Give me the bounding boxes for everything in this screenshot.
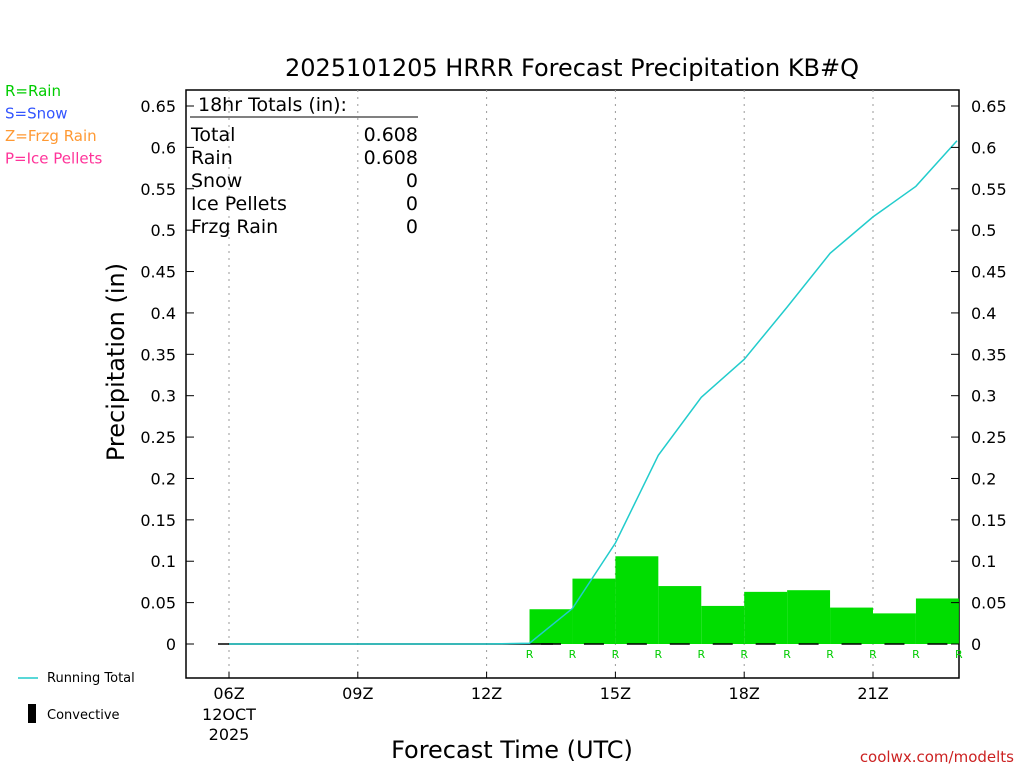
site-credit: coolwx.com/modelts [860, 748, 1014, 766]
ptype-label: R [783, 648, 791, 661]
y-tick-label: 0.55 [140, 180, 176, 199]
y-tick-label: 0.5 [151, 221, 176, 240]
grid-lines [228, 90, 874, 678]
convective-legend-label: Convective [47, 708, 120, 723]
ptype-label: R [912, 648, 920, 661]
hourly-bars [529, 556, 959, 644]
y-tick-label: 0.5 [971, 221, 996, 240]
ptype-legend-item: P=Ice Pellets [5, 150, 102, 168]
y-tick-label: 0.05 [140, 594, 176, 613]
y-tick-label: 0.45 [140, 263, 176, 282]
y-tick-label: 0.45 [971, 263, 1007, 282]
ptype-legend: R=Rain S=Snow Z=Frzg Rain P=Ice Pellets [5, 82, 102, 168]
totals-box: 18hr Totals (in): Total 0.608 Rain 0.608 Sno… [190, 94, 418, 238]
totals-row-label: Ice Pellets [191, 193, 287, 215]
totals-row-label: Total [190, 124, 235, 146]
y-tick-label: 0.05 [971, 594, 1007, 613]
y-tick-label: 0.15 [971, 511, 1007, 530]
precip-bar [744, 591, 788, 644]
x-tick-label: 15Z [600, 684, 631, 703]
ptype-label: R [826, 648, 834, 661]
ptype-label: R [569, 648, 577, 661]
totals-row-label: Rain [191, 147, 233, 169]
y-tick-label: 0.3 [971, 387, 996, 406]
running-total-line [229, 140, 958, 645]
precip-bar [658, 586, 702, 644]
x-tick-date: 12OCT [202, 705, 256, 724]
y-tick-label: 0.25 [140, 428, 176, 447]
y-tick-label: 0.35 [140, 345, 176, 364]
series-legend: Running Total Convective [18, 671, 135, 723]
y-tick-label: 0.2 [971, 469, 996, 488]
convective-legend-swatch [28, 704, 36, 723]
y-tick-label: 0.65 [140, 97, 176, 116]
precip-bar [915, 598, 959, 644]
ptype-label: R [955, 648, 963, 661]
x-tick-label: 06Z [213, 684, 244, 703]
totals-row-value: 0.608 [364, 124, 418, 146]
totals-row-value: 0 [406, 216, 418, 238]
y-axis-left: 0 0.05 0.1 0.15 0.2 0.25 0.3 0.35 0.4 0.45 0.5 0.55… [140, 97, 194, 654]
y-tick-label: 0.1 [151, 552, 176, 571]
y-tick-label: 0.1 [971, 552, 996, 571]
x-axis-label: Forecast Time (UTC) [391, 736, 633, 764]
y-tick-label: 0.25 [971, 428, 1007, 447]
precip-bar [701, 605, 745, 644]
precip-bar [615, 556, 659, 644]
ptype-label: R [612, 648, 620, 661]
totals-row-label: Frzg Rain [191, 216, 278, 238]
y-tick-label: 0 [166, 635, 176, 654]
x-tick-label: 18Z [729, 684, 760, 703]
y-tick-label: 0.35 [971, 345, 1007, 364]
x-tick-label: 12Z [471, 684, 502, 703]
ptype-label: R [740, 648, 748, 661]
ptype-legend-item: R=Rain [5, 82, 61, 100]
y-tick-label: 0.65 [971, 97, 1007, 116]
precip-bar [787, 590, 831, 644]
running-total-legend-label: Running Total [47, 671, 135, 686]
y-axis-right: 0 0.05 0.1 0.15 0.2 0.25 0.3 0.35 0.4 0.45 0.5 0.55… [951, 97, 1007, 654]
y-tick-label: 0.15 [140, 511, 176, 530]
totals-row-value: 0 [406, 193, 418, 215]
totals-row-value: 0.608 [364, 147, 418, 169]
x-tick-label: 09Z [342, 684, 373, 703]
y-tick-label: 0 [971, 635, 981, 654]
chart-title: 2025101205 HRRR Forecast Precipitation K… [285, 54, 859, 82]
ptype-label: R [526, 648, 534, 661]
precip-bar [873, 613, 916, 644]
y-tick-label: 0.55 [971, 180, 1007, 199]
ptype-legend-item: Z=Frzg Rain [5, 127, 97, 145]
y-tick-label: 0.2 [151, 469, 176, 488]
y-tick-label: 0.3 [151, 387, 176, 406]
totals-row-value: 0 [406, 170, 418, 192]
y-axis-label: Precipitation (in) [102, 263, 130, 461]
ptype-label: R [869, 648, 877, 661]
ptype-label: R [655, 648, 663, 661]
x-tick-year: 2025 [209, 725, 250, 744]
totals-row-label: Snow [191, 170, 242, 192]
y-tick-label: 0.4 [971, 304, 996, 323]
y-tick-label: 0.4 [151, 304, 176, 323]
y-tick-label: 0.6 [971, 138, 996, 157]
y-tick-label: 0.6 [151, 138, 176, 157]
precip-bar [572, 578, 616, 644]
totals-header: 18hr Totals (in): [198, 94, 347, 116]
precip-bar [830, 607, 873, 644]
ptype-label: R [697, 648, 705, 661]
plot-area [185, 89, 960, 679]
ptype-legend-item: S=Snow [5, 105, 68, 123]
x-tick-label: 21Z [857, 684, 888, 703]
